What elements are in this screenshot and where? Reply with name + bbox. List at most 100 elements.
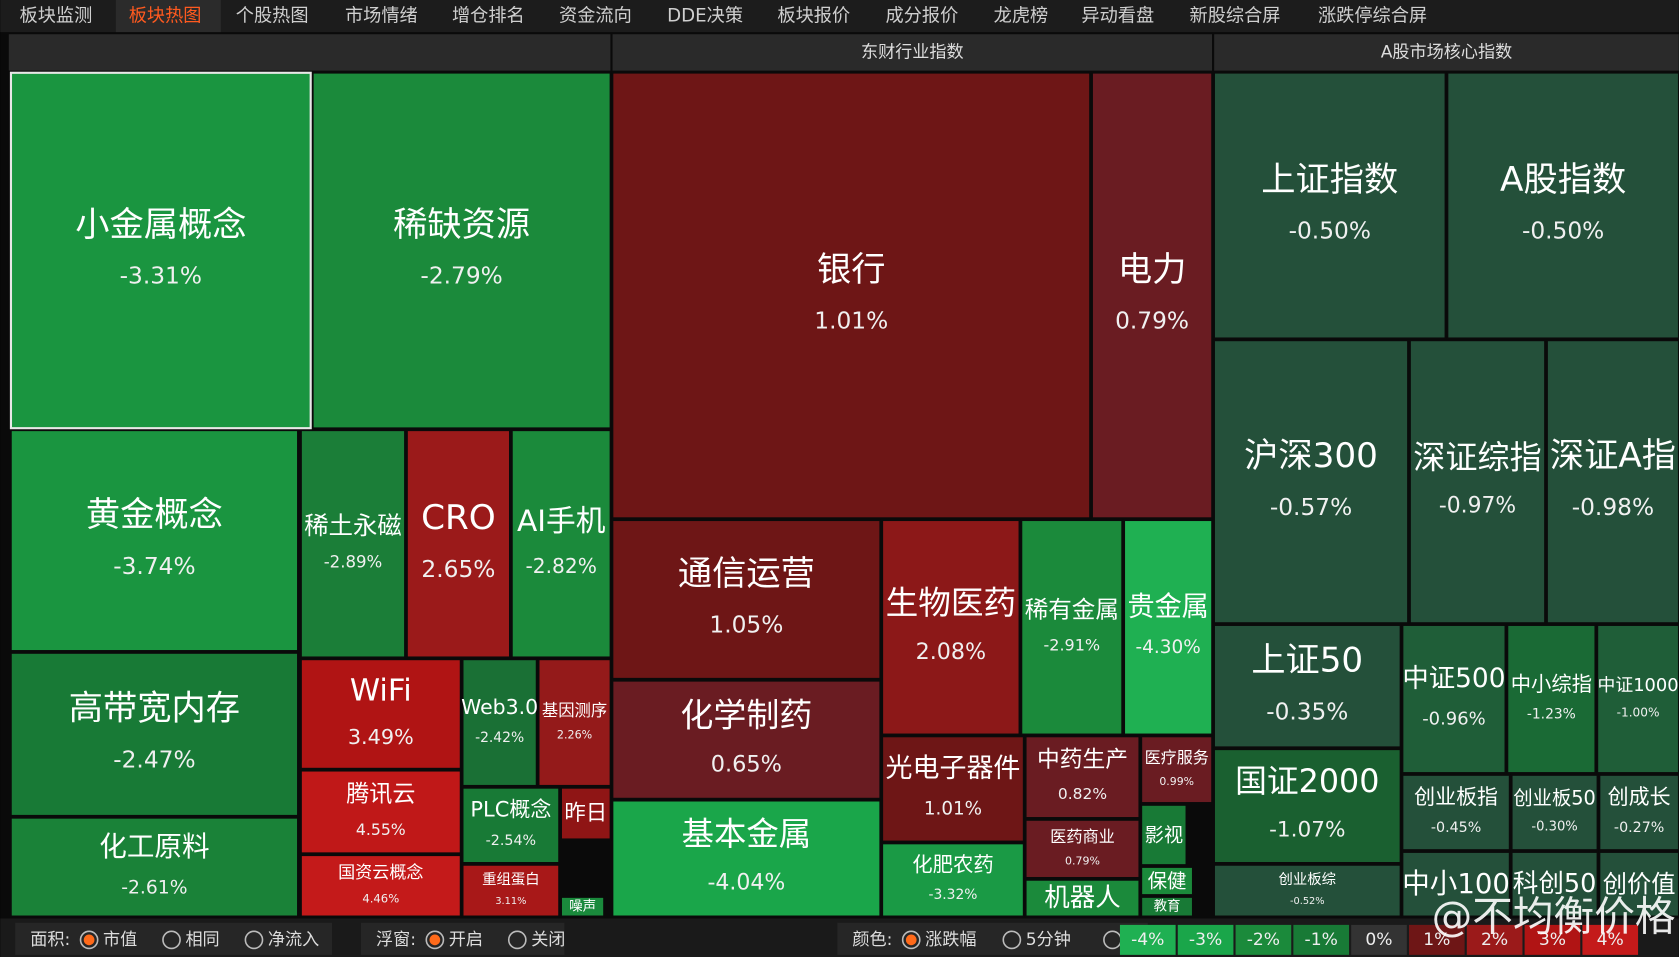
radio[interactable] [425,930,445,950]
tile[interactable] [1213,748,1402,864]
tile-name: 电力 [1118,250,1187,290]
tile[interactable] [611,799,881,918]
tile[interactable] [1140,866,1194,896]
tile-name: 中证500 [1402,664,1505,694]
tile[interactable] [881,519,1021,736]
tile-name: 创业板指 [1414,785,1498,809]
option-group-bg [15,922,333,955]
tile[interactable] [300,429,406,659]
tile[interactable] [1213,624,1402,748]
tile[interactable] [1140,735,1213,804]
tab[interactable]: 涨跌停综合屏 [1318,6,1427,27]
tile-name: 教育 [1154,899,1181,915]
tile[interactable] [1024,879,1141,918]
tile-change: -2.61% [121,877,187,898]
tab[interactable]: DDE决策 [667,6,743,27]
radio-dot [905,934,917,946]
tab[interactable]: 资金流向 [559,6,632,27]
tile[interactable] [1598,774,1679,851]
tile[interactable] [1546,339,1679,624]
tile[interactable] [300,854,462,918]
tile[interactable] [1213,864,1402,918]
tile[interactable] [560,896,605,918]
tile[interactable] [611,519,881,680]
tile[interactable] [9,71,312,430]
tab[interactable]: 龙虎榜 [994,6,1049,27]
option-label: 颜色: [852,930,892,950]
radio[interactable] [79,930,99,950]
radio[interactable] [901,930,921,950]
tile[interactable] [560,787,612,841]
tile-name: 上证50 [1251,641,1363,681]
radio[interactable] [507,930,527,950]
tile[interactable] [1506,624,1597,774]
tile[interactable] [1446,71,1679,340]
tile[interactable] [1598,851,1679,918]
radio[interactable] [244,930,264,950]
tile[interactable] [300,658,462,770]
tile[interactable] [1401,624,1507,774]
tile[interactable] [537,658,612,787]
tile[interactable] [611,680,881,800]
legend-swatch [1524,924,1581,955]
tile[interactable] [881,735,1025,843]
tile-name: 中小100 [1402,868,1510,900]
tile[interactable] [511,429,612,659]
tile[interactable] [300,769,462,854]
tile-change: 0.79% [1065,855,1100,868]
tile-name: 中药生产 [1037,747,1128,773]
tile-change: -0.98% [1572,494,1654,521]
tile-name: 腾讯云 [346,782,415,808]
radio-label: 开启 [449,930,483,950]
tile[interactable] [1024,819,1141,879]
tile-name: 医药商业 [1050,827,1115,846]
tile[interactable] [406,429,511,659]
tile[interactable] [1596,624,1679,774]
tile-change: -3.74% [113,553,195,580]
tab[interactable]: 新股综合屏 [1190,6,1281,27]
tile-name: 国资云概念 [338,862,423,883]
tile[interactable] [1140,896,1194,918]
tile[interactable] [461,864,560,918]
tab[interactable]: 板块监测 [20,6,93,27]
tab[interactable]: 增仓排名 [452,6,525,27]
tile[interactable] [10,429,299,652]
tab[interactable]: 异动看盘 [1081,6,1154,27]
tile[interactable] [1024,735,1141,819]
option-group-bg [361,922,565,955]
tile[interactable] [461,787,560,864]
tile[interactable] [1091,71,1213,519]
radio[interactable] [162,930,181,950]
radio[interactable] [1002,930,1022,950]
tab[interactable]: 板块报价 [777,6,850,27]
tile[interactable] [10,817,299,918]
tile[interactable] [881,842,1025,918]
tile[interactable] [1213,71,1447,340]
tile[interactable] [1510,774,1599,851]
tile-name: 贵金属 [1127,591,1208,622]
tile[interactable] [1409,339,1546,624]
tile[interactable] [611,71,1091,519]
tile[interactable] [1401,774,1511,851]
tile-name: 科创50 [1513,869,1597,899]
tile[interactable] [461,658,538,787]
legend-label: 3% [1539,930,1566,950]
tile[interactable] [10,652,299,817]
tile[interactable] [312,71,612,429]
tile-change: -2.42% [475,730,524,746]
tile-name: 创业板50 [1513,786,1596,809]
tile[interactable] [1020,519,1123,736]
legend-label: 4% [1597,930,1624,950]
tab[interactable]: 成分报价 [886,6,959,27]
tab[interactable]: 板块热图 [129,6,202,27]
tile[interactable] [1213,339,1409,624]
tile[interactable] [1140,804,1188,866]
tile[interactable] [1123,519,1213,736]
tile-change: 3.11% [495,896,526,907]
tile[interactable] [1510,851,1599,918]
tile[interactable] [1401,851,1511,918]
tab[interactable]: 市场情绪 [345,6,418,27]
tile-change: -1.23% [1527,706,1576,722]
option-label: 浮窗: [376,930,416,950]
tab[interactable]: 个股热图 [236,6,309,27]
